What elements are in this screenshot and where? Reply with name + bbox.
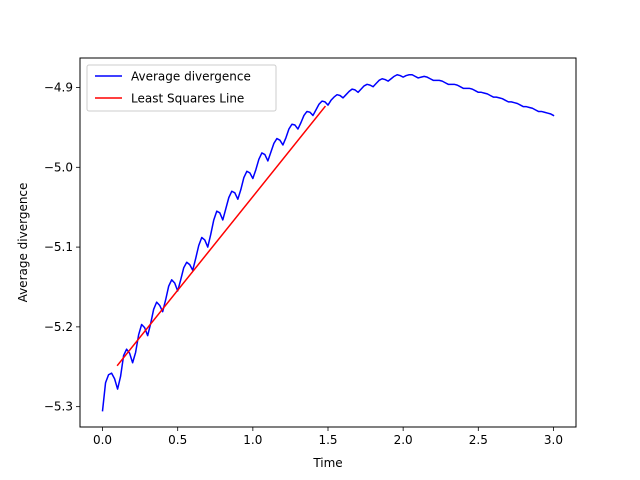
x-tick-label: 2.5 [469,433,488,447]
y-axis-label: Average divergence [16,183,30,303]
y-tick-label: −4.9 [44,81,73,95]
series-line-least-squares-line [116,105,327,367]
y-tick-label: −5.3 [44,400,73,414]
x-tick-label: 0.5 [168,433,187,447]
plot-area [80,58,576,427]
x-tick-label: 0.0 [93,433,112,447]
legend-box [86,64,277,112]
x-tick-label: 3.0 [544,433,563,447]
x-axis-ticks: 0.0 0.5 1.0 1.5 2.0 2.5 3.0 [93,427,563,447]
legend: Average divergence Least Squares Line [86,64,277,112]
y-tick-label: −5.1 [44,240,73,254]
x-axis-label: Time [312,456,342,470]
x-tick-label: 1.0 [243,433,262,447]
legend-label-least-squares-line: Least Squares Line [131,92,244,106]
x-tick-label: 1.5 [318,433,337,447]
y-tick-label: −5.0 [44,160,73,174]
y-axis-ticks: −5.3 −5.2 −5.1 −5.0 −4.9 [44,81,80,414]
y-tick-label: −5.2 [44,320,73,334]
legend-label-average-divergence: Average divergence [131,70,251,84]
series-layer [101,74,555,412]
x-tick-label: 2.0 [394,433,413,447]
